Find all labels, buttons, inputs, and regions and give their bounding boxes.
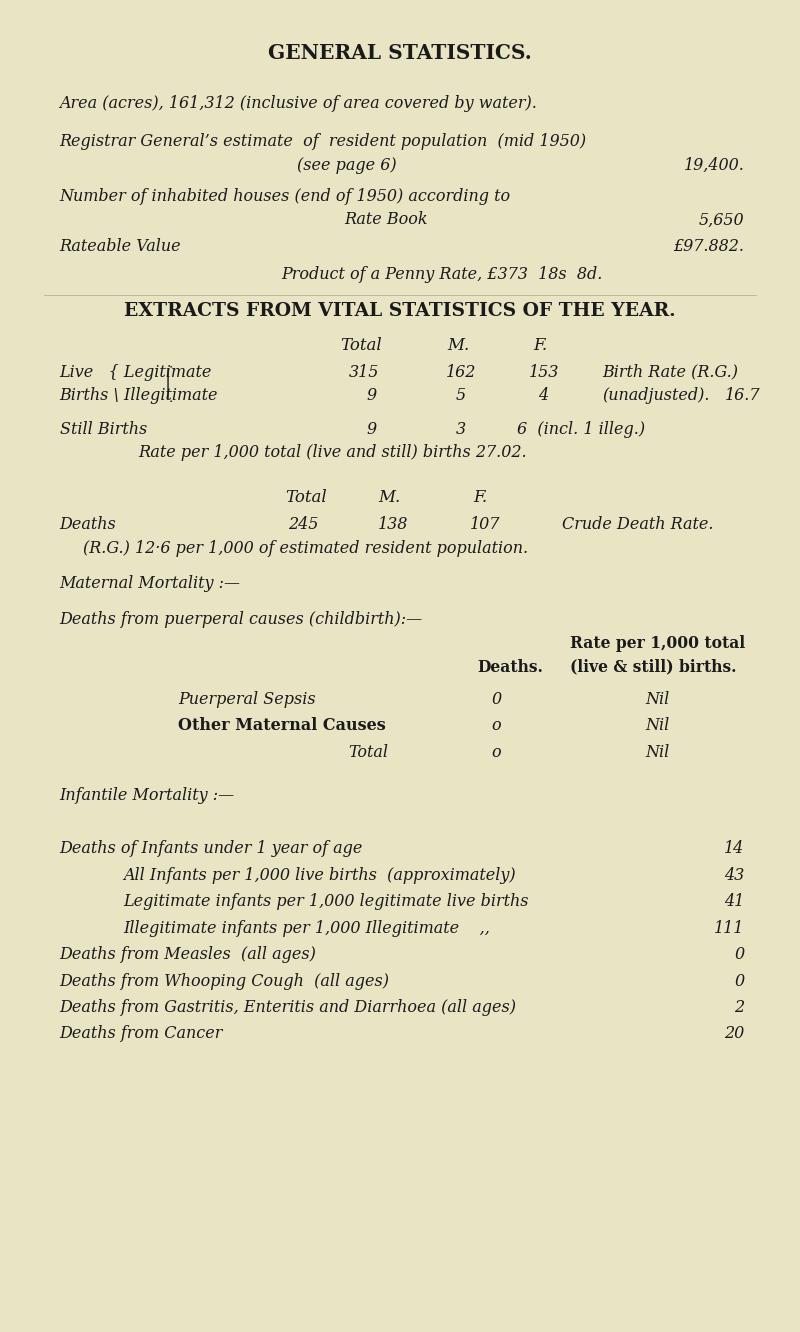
Text: Total: Total [341, 337, 382, 354]
Text: Legitimate infants per 1,000 legitimate live births: Legitimate infants per 1,000 legitimate … [123, 894, 529, 910]
Text: M.: M. [447, 337, 470, 354]
Text: Deaths from puerperal causes (childbirth):—: Deaths from puerperal causes (childbirth… [59, 611, 422, 629]
Text: 5: 5 [455, 388, 466, 405]
Text: (R.G.) 12·6 per 1,000 of estimated resident population.: (R.G.) 12·6 per 1,000 of estimated resid… [83, 539, 529, 557]
Text: 43: 43 [724, 867, 744, 883]
Text: Maternal Mortality :—: Maternal Mortality :— [59, 575, 241, 593]
Text: Crude Death Rate.: Crude Death Rate. [562, 515, 714, 533]
Text: F.: F. [473, 489, 487, 506]
Text: Births \ Illegitimate: Births \ Illegitimate [59, 388, 218, 405]
Text: 0: 0 [734, 972, 744, 990]
Text: Product of a Penny Rate, £373  18s  8d.: Product of a Penny Rate, £373 18s 8d. [282, 265, 602, 282]
Text: £97.882.: £97.882. [674, 238, 744, 254]
Text: 2: 2 [734, 999, 744, 1016]
Text: (see page 6): (see page 6) [297, 157, 397, 174]
Text: Nil: Nil [646, 717, 670, 734]
Text: 3: 3 [455, 421, 466, 438]
Text: Number of inhabited houses (end of 1950) according to: Number of inhabited houses (end of 1950)… [59, 188, 510, 205]
Text: EXTRACTS FROM VITAL STATISTICS OF THE YEAR.: EXTRACTS FROM VITAL STATISTICS OF THE YE… [124, 302, 676, 320]
Text: 16.7: 16.7 [725, 388, 760, 405]
Text: Deaths.: Deaths. [478, 659, 543, 675]
Text: GENERAL STATISTICS.: GENERAL STATISTICS. [268, 43, 532, 63]
Text: 19,400.: 19,400. [683, 157, 744, 174]
Text: 9: 9 [366, 388, 377, 405]
Text: Deaths from Measles  (all ages): Deaths from Measles (all ages) [59, 946, 317, 963]
Text: 5,650: 5,650 [698, 212, 744, 228]
Text: 14: 14 [724, 840, 744, 858]
Text: (unadjusted).: (unadjusted). [602, 388, 710, 405]
Text: Birth Rate (R.G.): Birth Rate (R.G.) [602, 364, 738, 381]
Text: 162: 162 [446, 364, 476, 381]
Text: Nil: Nil [646, 690, 670, 707]
Text: Rateable Value: Rateable Value [59, 238, 182, 254]
Text: 41: 41 [724, 894, 744, 910]
Text: o: o [491, 743, 501, 761]
Text: Deaths from Gastritis, Enteritis and Diarrhoea (all ages): Deaths from Gastritis, Enteritis and Dia… [59, 999, 517, 1016]
Text: Area (acres), 161,312 (inclusive of area covered by water).: Area (acres), 161,312 (inclusive of area… [59, 95, 538, 112]
Text: 4: 4 [538, 388, 549, 405]
Text: (live & still) births.: (live & still) births. [570, 659, 737, 675]
Text: Infantile Mortality :—: Infantile Mortality :— [59, 787, 234, 805]
Text: 9: 9 [366, 421, 377, 438]
Text: Live   { Legitimate: Live { Legitimate [59, 364, 212, 381]
Text: All Infants per 1,000 live births  (approximately): All Infants per 1,000 live births (appro… [123, 867, 515, 883]
Text: Deaths of Infants under 1 year of age: Deaths of Infants under 1 year of age [59, 840, 363, 858]
Text: Total: Total [286, 489, 327, 506]
Text: 315: 315 [349, 364, 379, 381]
Text: 0: 0 [491, 690, 501, 707]
Text: 153: 153 [529, 364, 559, 381]
Text: Illegitimate infants per 1,000 Illegitimate    ,,: Illegitimate infants per 1,000 Illegitim… [123, 919, 490, 936]
Text: Rate per 1,000 total (live and still) births 27.02.: Rate per 1,000 total (live and still) bi… [138, 445, 527, 461]
Text: Still Births: Still Births [59, 421, 147, 438]
Text: 6  (incl. 1 illeg.): 6 (incl. 1 illeg.) [517, 421, 646, 438]
Text: M.: M. [378, 489, 400, 506]
Text: 107: 107 [470, 515, 500, 533]
Text: Total: Total [349, 743, 389, 761]
Text: 138: 138 [378, 515, 408, 533]
Text: Rate per 1,000 total: Rate per 1,000 total [570, 635, 746, 651]
Text: Deaths: Deaths [59, 515, 116, 533]
Text: Puerperal Sepsis: Puerperal Sepsis [178, 690, 316, 707]
Text: 245: 245 [287, 515, 318, 533]
Text: Registrar General’s estimate  of  resident population  (mid 1950): Registrar General’s estimate of resident… [59, 133, 586, 151]
Text: F.: F. [533, 337, 547, 354]
Text: Nil: Nil [646, 743, 670, 761]
Text: 111: 111 [714, 919, 744, 936]
Text: Other Maternal Causes: Other Maternal Causes [178, 717, 386, 734]
Text: Rate Book: Rate Book [345, 212, 428, 228]
Text: o: o [491, 717, 501, 734]
Text: 20: 20 [724, 1026, 744, 1043]
Text: Deaths from Whooping Cough  (all ages): Deaths from Whooping Cough (all ages) [59, 972, 390, 990]
Text: Deaths from Cancer: Deaths from Cancer [59, 1026, 223, 1043]
Text: 0: 0 [734, 946, 744, 963]
